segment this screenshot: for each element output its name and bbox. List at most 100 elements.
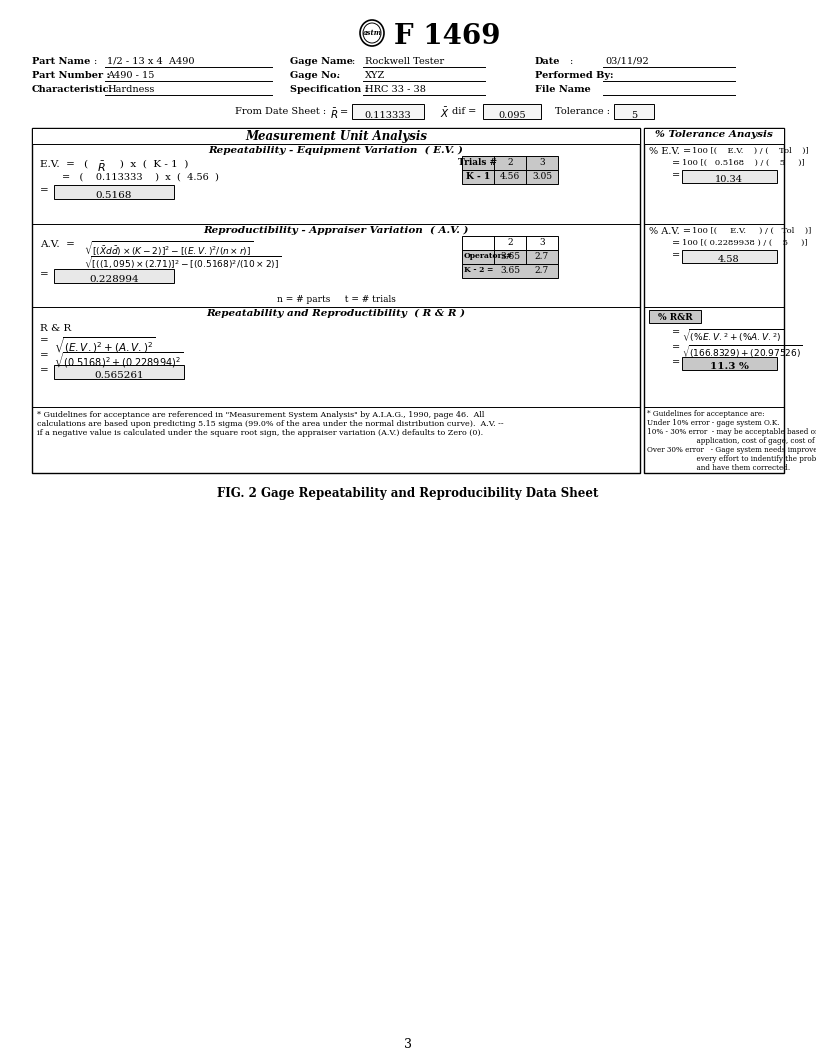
Text: =: = (672, 358, 680, 367)
Text: =: = (40, 336, 49, 345)
Text: every effort to indentify the problems: every effort to indentify the problems (647, 455, 816, 463)
Text: and have them corrected.: and have them corrected. (647, 464, 790, 472)
Bar (644, 128, 784, 144)
Text: :: : (582, 84, 585, 94)
Text: K - 1: K - 1 (466, 172, 490, 181)
Text: 3: 3 (404, 1038, 412, 1051)
Text: 0.095: 0.095 (499, 111, 526, 120)
Text: Performed By:: Performed By: (535, 71, 614, 80)
Text: 0.565261: 0.565261 (94, 371, 144, 380)
Bar (462, 250, 558, 264)
Text: 10.34: 10.34 (715, 175, 743, 184)
Text: Repeatability - Equipment Variation  ( E.V. ): Repeatability - Equipment Variation ( E.… (209, 146, 463, 155)
Bar (54, 365, 184, 379)
Text: Gage Name: Gage Name (290, 57, 353, 65)
Text: F 1469: F 1469 (394, 23, 500, 50)
Text: =: = (672, 328, 680, 337)
Bar (32, 128, 640, 144)
Text: 4.58: 4.58 (718, 254, 740, 264)
Text: application, cost of gage, cost of repairs, etc.: application, cost of gage, cost of repai… (647, 437, 816, 445)
Text: n = # parts     t = # trials: n = # parts t = # trials (277, 295, 396, 304)
Text: =: = (672, 251, 680, 260)
Text: R & R: R & R (40, 324, 71, 333)
Text: =: = (40, 351, 49, 360)
Text: HRC 33 - 38: HRC 33 - 38 (365, 84, 426, 94)
Text: Hardness: Hardness (107, 84, 154, 94)
Bar (462, 156, 558, 170)
Text: :: : (94, 57, 97, 65)
Text: 10% - 30% error  - may be acceptable based on importance of: 10% - 30% error - may be acceptable base… (647, 428, 816, 436)
Text: $\sqrt{[( (1,095) \times (2.71)]^2 - [(0.5168)^2 / (10 \times 2)]}$: $\sqrt{[( (1,095) \times (2.71)]^2 - [(0… (84, 254, 282, 272)
Text: File Name: File Name (535, 84, 591, 94)
Text: A490 - 15: A490 - 15 (107, 71, 154, 80)
Text: =: = (672, 343, 680, 352)
Text: astm: astm (362, 29, 382, 37)
Text: Reproductibility - Appraiser Variation  ( A.V. ): Reproductibility - Appraiser Variation (… (203, 226, 468, 235)
Text: =: = (40, 270, 49, 279)
Text: =: = (672, 239, 680, 248)
Text: K - 2 =: K - 2 = (464, 266, 494, 274)
Text: dif =: dif = (452, 107, 477, 116)
Bar (649, 310, 701, 323)
Text: 1/2 - 13 x 4  A490: 1/2 - 13 x 4 A490 (107, 57, 194, 65)
Text: Part Number :: Part Number : (32, 71, 110, 80)
Text: 4.56: 4.56 (500, 172, 520, 181)
Text: % A.V. =: % A.V. = (649, 227, 691, 235)
Text: 3: 3 (539, 158, 545, 167)
Text: * Guidelines for acceptance are referenced in "Measurement System Analysis" by A: * Guidelines for acceptance are referenc… (37, 411, 485, 419)
Text: 11.3 %: 11.3 % (710, 362, 748, 371)
Bar (483, 103, 541, 119)
Text: $\sqrt{(0.5168)^2  +  (0.228994)^2}$: $\sqrt{(0.5168)^2 + (0.228994)^2}$ (54, 351, 184, 371)
Text: 2: 2 (508, 238, 512, 247)
Text: (: ( (84, 161, 101, 169)
Bar (682, 170, 777, 183)
Bar (614, 103, 654, 119)
Text: $\bar{X}$: $\bar{X}$ (440, 106, 450, 120)
Text: 100 [( 0.2289938 ) / (    5     )]: 100 [( 0.2289938 ) / ( 5 )] (682, 239, 808, 247)
Text: % Tolerance Anaysis: % Tolerance Anaysis (655, 130, 773, 139)
Text: =   (    0.113333    )  x  (  4.56  ): = ( 0.113333 ) x ( 4.56 ) (62, 173, 219, 182)
Text: )  x  (  K - 1  ): ) x ( K - 1 ) (110, 161, 188, 169)
Text: 2.7: 2.7 (534, 266, 549, 275)
Text: 03/11/92: 03/11/92 (605, 57, 649, 65)
Text: $\sqrt{(\%E.V.^2 + (\%A.V.^2)}$: $\sqrt{(\%E.V.^2 + (\%A.V.^2)}$ (682, 328, 783, 345)
Text: 2: 2 (508, 158, 512, 167)
Bar (462, 264, 558, 278)
Text: FIG. 2 Gage Repeatability and Reproducibility Data Sheet: FIG. 2 Gage Repeatability and Reproducib… (217, 487, 599, 499)
Text: =: = (40, 186, 49, 195)
Text: 0.113333: 0.113333 (365, 111, 411, 120)
Text: Gage No.: Gage No. (290, 71, 339, 80)
Bar (32, 128, 640, 473)
Bar (644, 128, 784, 473)
Text: 100 [(    E.V.    ) / (    Tol    )]: 100 [( E.V. ) / ( Tol )] (692, 147, 809, 155)
Text: :: : (337, 71, 340, 80)
Text: 100 [(     E.V.     ) / (   Tol    )]: 100 [( E.V. ) / ( Tol )] (692, 227, 811, 235)
Bar (462, 235, 558, 250)
Text: Trials #: Trials # (459, 158, 498, 167)
Text: 3: 3 (539, 238, 545, 247)
Text: 0.5168: 0.5168 (95, 191, 132, 200)
Text: =: = (40, 366, 49, 375)
Text: $\bar{R}$: $\bar{R}$ (97, 161, 105, 174)
Text: Measurement Unit Analysis: Measurement Unit Analysis (245, 130, 427, 143)
Text: 3.65: 3.65 (500, 266, 520, 275)
Text: Over 30% error   - Gage system needs improvement. Make: Over 30% error - Gage system needs impro… (647, 446, 816, 454)
Text: Under 10% error - gage system O.K.: Under 10% error - gage system O.K. (647, 419, 779, 427)
Text: $\sqrt{[(\bar{X}d\bar{d}) \times (K - 2)]^2 - [(E.V.)^2 / (n \times r)]}$: $\sqrt{[(\bar{X}d\bar{d}) \times (K - 2)… (84, 240, 253, 259)
Text: 100 [(   0.5168    ) / (    5     )]: 100 [( 0.5168 ) / ( 5 )] (682, 159, 805, 167)
Text: $\sqrt{(166.8329) + (20.97526)}$: $\sqrt{(166.8329) + (20.97526)}$ (682, 343, 803, 360)
Bar (682, 250, 777, 263)
Text: % E.V. =: % E.V. = (649, 147, 691, 156)
Bar (54, 269, 174, 283)
Bar (54, 185, 174, 199)
Text: Rockwell Tester: Rockwell Tester (365, 57, 444, 65)
Text: 2.7: 2.7 (534, 252, 549, 261)
Bar (352, 103, 424, 119)
Text: XYZ: XYZ (365, 71, 385, 80)
Text: 0.228994: 0.228994 (89, 275, 139, 284)
Text: From Date Sheet :: From Date Sheet : (235, 107, 326, 116)
Text: Repeatability and Reproductibility  ( R & R ): Repeatability and Reproductibility ( R &… (206, 309, 465, 318)
Text: :: : (352, 57, 355, 65)
Text: 3.65: 3.65 (500, 252, 520, 261)
Text: Specification :: Specification : (290, 84, 368, 94)
